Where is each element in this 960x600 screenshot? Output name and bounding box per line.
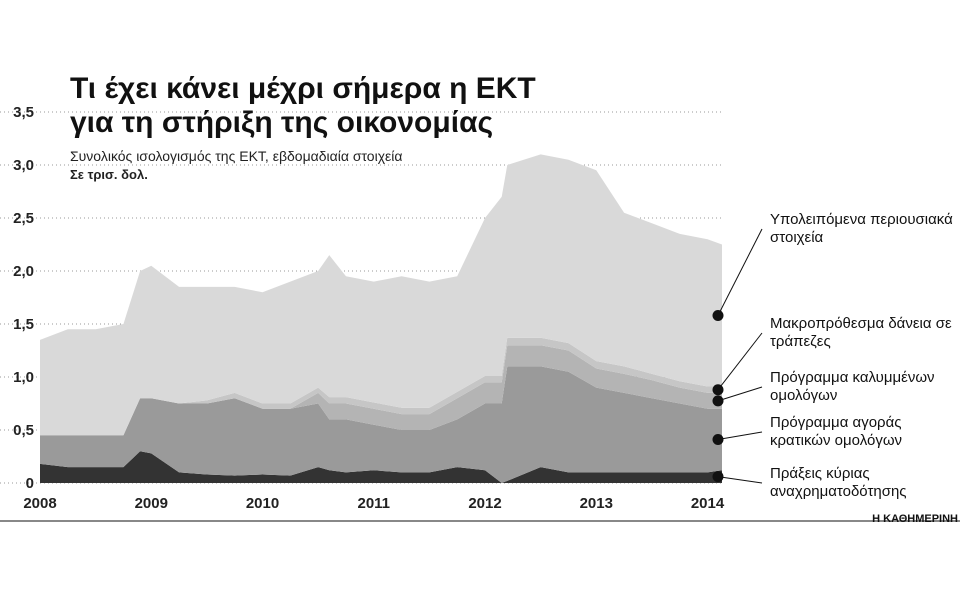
legend-leader <box>717 228 763 316</box>
legend-dot <box>712 310 724 322</box>
legend-label: Υπολειπόμενα περιουσιακά στοιχεία <box>770 211 953 246</box>
title-line: Τι έχει κάνει μέχρι σήμερα η ΕΚΤ <box>70 72 536 105</box>
chart-title: Τι έχει κάνει μέχρι σήμερα η ΕΚΤ για τη … <box>70 72 536 140</box>
legend-label: Πράξεις κύριας αναχρηματοδότησης <box>770 465 907 500</box>
x-tick-label: 2009 <box>135 495 168 512</box>
area <box>40 366 722 483</box>
area <box>40 345 722 436</box>
legend-leader <box>717 476 763 484</box>
x-tick-label: 2008 <box>23 495 56 512</box>
legend-leader <box>717 431 763 441</box>
x-tick-label: 2012 <box>468 495 501 512</box>
y-tick-label: 1,5 <box>13 316 34 333</box>
legend-leader <box>717 332 763 391</box>
x-tick-label: 2011 <box>357 495 390 512</box>
y-tick-label: 0,5 <box>13 422 34 439</box>
subtitle: Συνολικός ισολογισμός της ΕΚΤ, εβδομαδια… <box>70 148 403 164</box>
legend-label: Πρόγραμμα καλυμμένων ομολόγων <box>770 369 935 404</box>
x-tick-label: 2010 <box>246 495 279 512</box>
y-tick-label: 3,0 <box>13 157 34 174</box>
x-tick-label: 2013 <box>580 495 613 512</box>
legend-dot <box>712 471 724 483</box>
y-tick-label: 2,5 <box>13 210 34 227</box>
area <box>40 451 722 483</box>
y-tick-label: 3,5 <box>13 104 34 121</box>
legend-dot <box>712 384 724 396</box>
legend-label: Μακροπρόθεσμα δάνεια σε τράπεζες <box>770 315 952 350</box>
y-tick-label: 2,0 <box>13 263 34 280</box>
legend-dot <box>712 434 724 446</box>
source: Η ΚΑΘΗΜΕΡΙΝΗ <box>872 513 958 525</box>
y-tick-label: 0 <box>26 475 34 492</box>
title-line: για τη στήριξη της οικονομίας <box>70 106 494 139</box>
x-tick-label: 2014 <box>691 495 725 512</box>
legend-leader <box>717 386 763 402</box>
legend-label: Πρόγραμμα αγοράς κρατικών ομολόγων <box>770 414 903 449</box>
legend-dot <box>712 395 724 407</box>
unit-label: Σε τρισ. δολ. <box>70 167 148 182</box>
area <box>40 154 722 436</box>
y-tick-label: 1,0 <box>13 369 34 386</box>
